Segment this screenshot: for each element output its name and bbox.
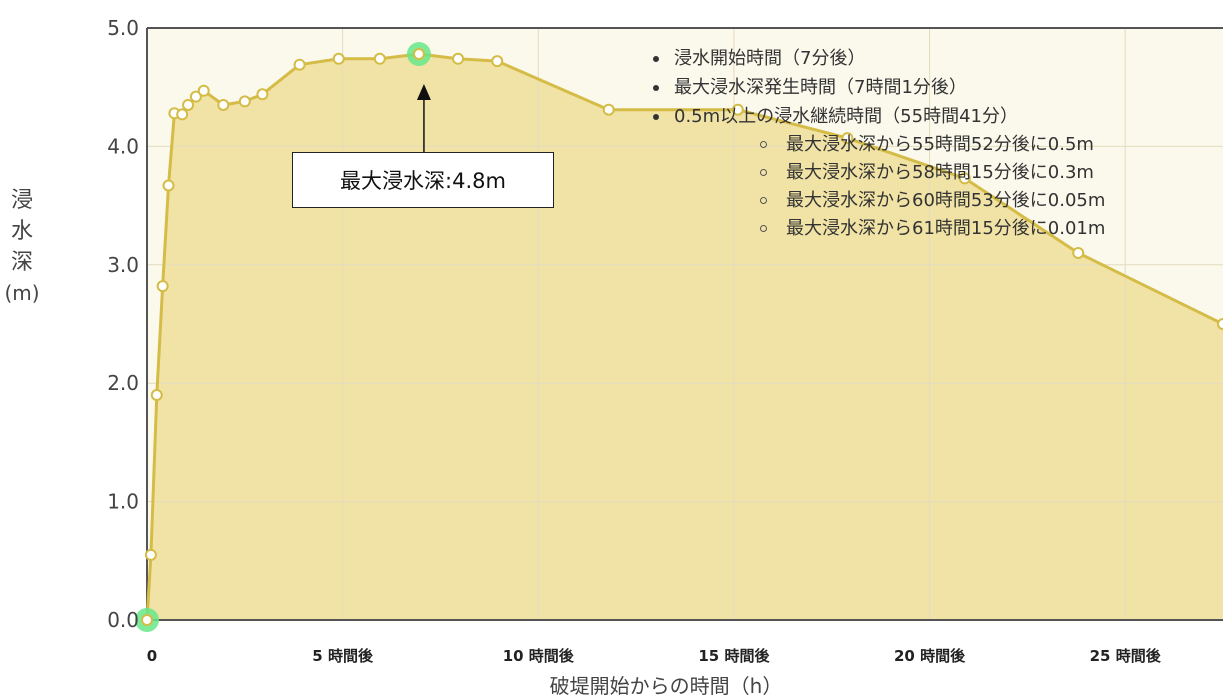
data-point-15 [373,52,386,65]
data-point-18 [491,55,504,68]
max-depth-callout-text: 最大浸水深:4.8m [340,169,506,193]
y-tick-label-4: 4.0 [107,134,139,158]
data-point-13 [293,58,306,71]
data-point-11 [238,95,251,108]
y-axis-label-char-2: 水 [10,219,33,244]
x-tick-label-3: 15 時間後 [698,647,770,665]
legend-subitem-0-05m: 最大浸水深から60時間53分後に0.05m [748,187,1105,215]
legend-subitem-0-3m: 最大浸水深から58時間15分後に0.3m [748,159,1105,187]
y-axis-label-unit: (m) [4,281,40,305]
data-point-14 [332,52,345,65]
max-depth-callout: 最大浸水深:4.8m [292,152,554,208]
x-axis-title: 破堤開始からの時間（h） [550,674,783,698]
data-point-16 [412,48,425,61]
x-tick-label-1: 5 時間後 [312,647,374,665]
data-point-23 [1072,246,1085,259]
x-tick-label-0: 0 [147,647,157,665]
legend-item-max-depth-time: 最大浸水深発生時間（7時間1分後） [648,73,1105,102]
data-point-1 [144,548,157,561]
data-point-21 [841,132,854,145]
data-point-2 [150,389,163,402]
data-point-19 [602,103,615,116]
legend-subitem-0-5m: 最大浸水深から55時間52分後に0.5m [748,131,1105,159]
data-point-10 [217,98,230,111]
data-point-22 [958,172,971,185]
data-point-9 [197,84,210,97]
y-tick-label-2: 2.0 [107,371,139,395]
data-point-8 [189,90,202,103]
legend: 浸水開始時間（7分後） 最大浸水深発生時間（7時間1分後） 0.5m以上の浸水継… [648,44,1105,243]
data-point-7 [182,98,195,111]
data-point-24 [1217,318,1223,330]
x-tick-label-2: 10 時間後 [503,647,575,665]
data-point-0 [141,614,153,626]
y-tick-label-3: 3.0 [107,253,139,277]
y-tick-label-0: 0.0 [107,608,139,632]
data-point-20 [731,103,744,116]
y-axis-label-char-1: 浸 [10,188,33,213]
data-point-3 [156,280,169,293]
legend-item-duration: 0.5m以上の浸水継続時間（55時間41分） [648,102,1105,131]
legend-subitem-0-01m: 最大浸水深から61時間15分後に0.01m [748,215,1105,243]
y-axis-label: 浸 水 深 (m) [0,185,44,309]
x-tick-label-5: 25 時間後 [1090,647,1162,665]
data-point-6 [176,108,189,121]
data-point-4 [162,179,175,192]
y-tick-label-1: 1.0 [107,490,139,514]
data-point-17 [452,52,465,65]
y-tick-label-5: 5.0 [107,16,139,40]
data-point-12 [256,88,269,101]
legend-item-flood-start: 浸水開始時間（7分後） [648,44,1105,73]
x-tick-label-4: 20 時間後 [894,647,966,665]
annotation-arrow-head [416,84,431,100]
y-axis-label-char-3: 深 [10,250,33,275]
